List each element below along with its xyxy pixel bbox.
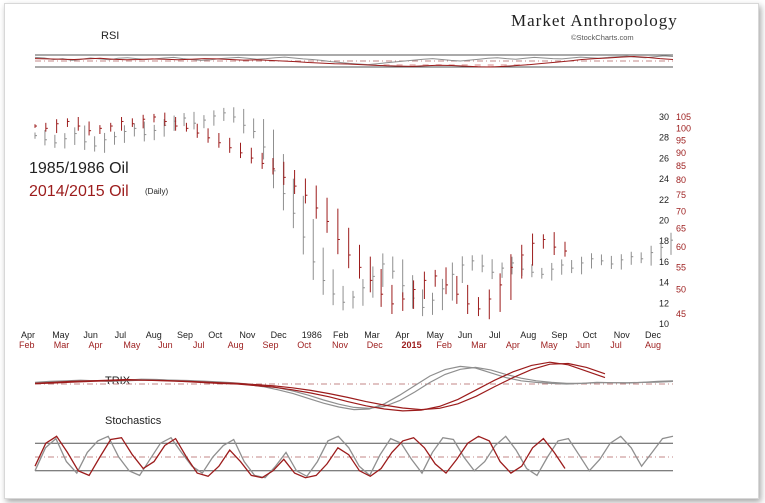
right-axis-tick-label: 90 <box>676 148 686 158</box>
x-label-1985: Mar <box>364 330 380 340</box>
x-label-2014: Feb <box>436 340 452 350</box>
rsi-fill-mark <box>383 64 390 66</box>
right-axis-tick-label: 85 <box>676 161 686 171</box>
left-axis-tick-label: 28 <box>659 133 669 143</box>
left-axis-tick-label: 24 <box>659 174 669 184</box>
right-axis-tick-label: 75 <box>676 190 686 200</box>
x-label-2014: Jun <box>158 340 173 350</box>
x-label-2014: Mar <box>54 340 70 350</box>
x-label-1985: May <box>52 330 70 340</box>
stochastics-title: Stochastics <box>105 415 162 427</box>
x-label-2014: May <box>123 340 141 350</box>
x-axis-labels: Apr May Jun Jul Aug Sep Oct Nov Dec 1986 Feb Mar Apr… <box>19 330 662 350</box>
x-label-1985: Nov <box>614 330 631 340</box>
x-label-1985: Jun <box>83 330 98 340</box>
legend: 1985/1986 Oil 2014/2015 Oil (Daily) <box>29 160 168 200</box>
right-axis-tick-label: 100 <box>676 123 691 133</box>
x-label-2014: 2015 <box>402 340 422 350</box>
right-axis-tick-label: 65 <box>676 224 686 234</box>
left-axis-tick-label: 26 <box>659 153 669 163</box>
left-axis-tick-label: 14 <box>659 278 669 288</box>
x-label-1985: Sep <box>177 330 193 340</box>
stoch-series-line-0 <box>34 435 674 479</box>
left-axis-tick-label: 30 <box>659 112 669 122</box>
right-axis-tick-label: 80 <box>676 175 686 185</box>
x-label-2014: Mar <box>471 340 487 350</box>
left-axis-tick-label: 20 <box>659 216 669 226</box>
right-axis-tick-label: 60 <box>676 242 686 252</box>
chart-frame: Market Anthropology ©StockCharts.com RSI… <box>4 3 759 499</box>
right-axis-tick-label: 70 <box>676 206 686 216</box>
rsi-title: RSI <box>101 30 119 42</box>
rsi-fill-mark <box>448 64 455 66</box>
x-label-1985: Oct <box>583 330 598 340</box>
brand-block: Market Anthropology ©StockCharts.com <box>511 11 678 42</box>
rsi-fill-mark <box>487 64 494 67</box>
x-label-2014: Oct <box>297 340 312 350</box>
rsi-fill-mark <box>396 64 403 67</box>
x-label-1985: Oct <box>208 330 223 340</box>
x-label-1985: Aug <box>520 330 536 340</box>
right-axis-tick-label: 45 <box>676 309 686 319</box>
brand-name: Market Anthropology <box>511 11 678 30</box>
x-label-1985: 1986 <box>302 330 322 340</box>
stoch-series-line-1 <box>34 435 566 479</box>
legend-2014: 2014/2015 Oil <box>29 183 129 200</box>
x-label-1985: Apr <box>21 330 35 340</box>
rsi-fill-mark <box>474 64 481 67</box>
right-axis-tick-label: 50 <box>676 285 686 295</box>
rsi-panel <box>34 54 674 68</box>
x-label-1985: Dec <box>645 330 662 340</box>
oil-comparison-chart: Market Anthropology ©StockCharts.com RSI… <box>19 11 691 479</box>
left-axis-tick-label: 22 <box>659 195 669 205</box>
x-label-2014: Apr <box>506 340 520 350</box>
x-label-1985: Nov <box>239 330 256 340</box>
trix-series-line-3 <box>34 362 606 411</box>
rsi-fill-mark <box>500 64 507 67</box>
x-label-1985: Jul <box>115 330 127 340</box>
left-axis-tick-label: 12 <box>659 298 669 308</box>
x-label-2014: Aug <box>228 340 244 350</box>
rsi-fill-mark <box>409 64 416 67</box>
brand-source: ©StockCharts.com <box>571 33 634 42</box>
x-label-1985: Apr <box>395 330 409 340</box>
x-label-1985: Sep <box>551 330 567 340</box>
rsi-series-line-1 <box>34 55 674 68</box>
x-label-2014: Apr <box>89 340 103 350</box>
x-label-1985: Feb <box>333 330 349 340</box>
left-axis-tick-label: 10 <box>659 319 669 329</box>
x-label-2014: Jul <box>193 340 205 350</box>
x-label-2014: Jul <box>610 340 622 350</box>
stochastics-panel <box>34 435 674 479</box>
x-label-2014: Dec <box>367 340 384 350</box>
x-label-1985: Dec <box>271 330 288 340</box>
right-axis-tick-label: 95 <box>676 135 686 145</box>
legend-2014-suffix: (Daily) <box>145 187 168 196</box>
trix-series-line-1 <box>34 366 674 409</box>
x-label-2014: Aug <box>645 340 661 350</box>
left-axis-tick-label: 18 <box>659 236 669 246</box>
rsi-fill-mark <box>461 64 468 67</box>
right-axis-tick-label: 55 <box>676 262 686 272</box>
legend-1985: 1985/1986 Oil <box>29 160 129 177</box>
rsi-fill-mark <box>422 64 429 66</box>
left-axis-tick-label: 16 <box>659 257 669 267</box>
x-label-1985: Jul <box>489 330 501 340</box>
rsi-fill-mark <box>435 64 442 66</box>
x-label-2014: Jun <box>575 340 590 350</box>
x-label-1985: Jun <box>458 330 473 340</box>
x-label-2014: Sep <box>262 340 278 350</box>
x-label-1985: Aug <box>146 330 162 340</box>
x-label-2014: Feb <box>19 340 35 350</box>
trix-panel <box>34 361 674 412</box>
rsi-fill-mark <box>370 64 377 66</box>
x-label-1985: May <box>427 330 445 340</box>
right-axis-tick-label: 105 <box>676 112 691 122</box>
x-label-2014: Nov <box>332 340 349 350</box>
x-label-2014: May <box>541 340 559 350</box>
rsi-fill-mark <box>513 64 520 66</box>
